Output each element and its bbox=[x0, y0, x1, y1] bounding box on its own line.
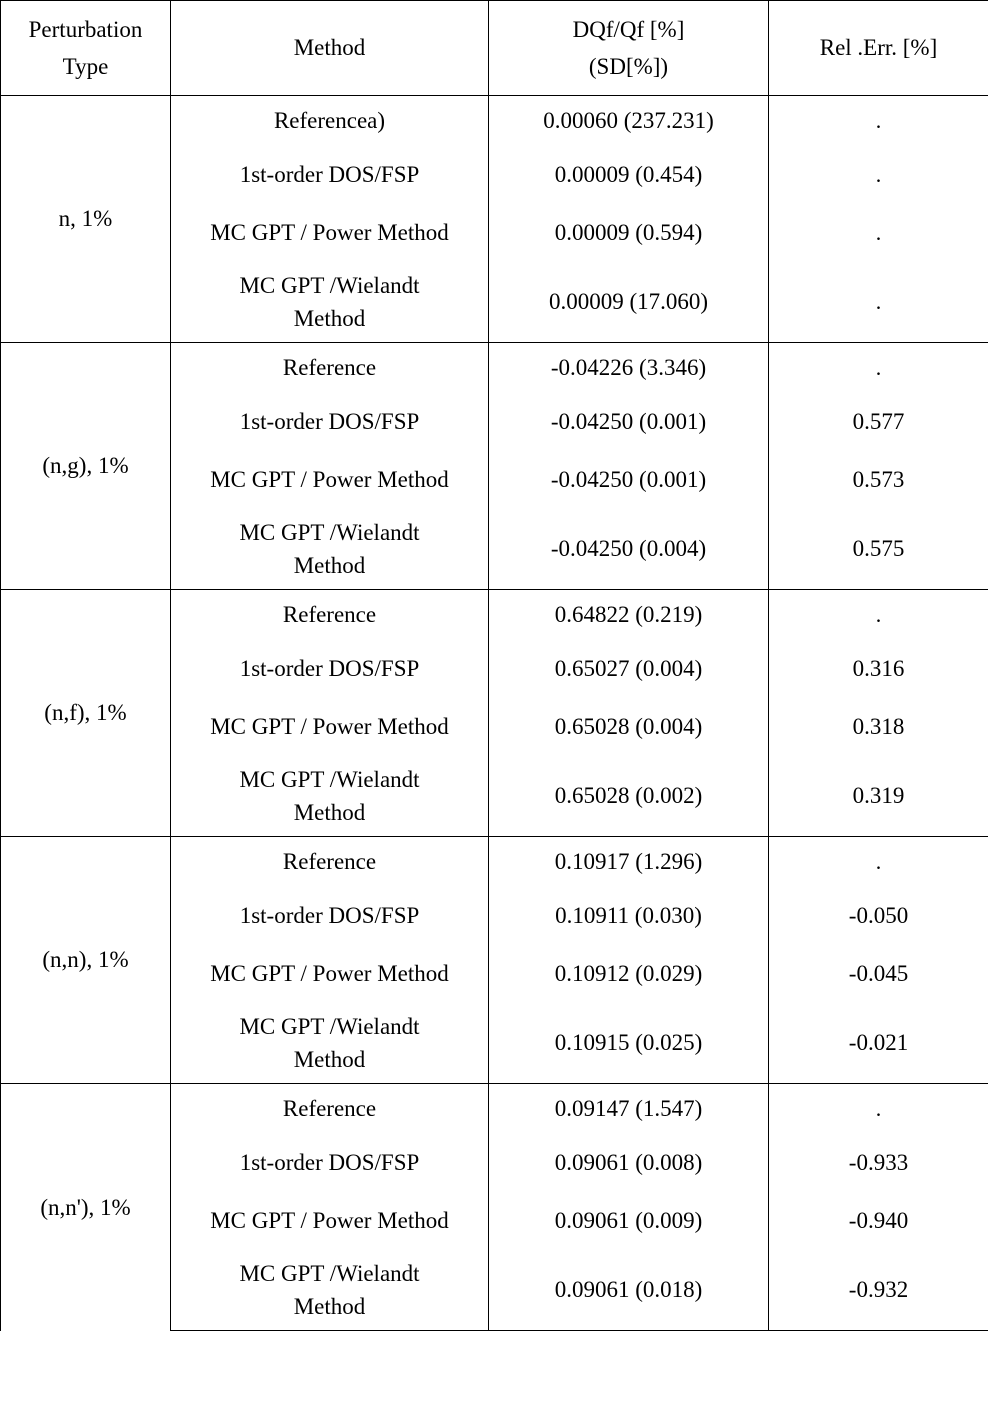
method-wielandt-line1: MC GPT /Wielandt bbox=[171, 1011, 488, 1042]
perturbation-cell: (n,g), 1% bbox=[1, 343, 171, 590]
method-cell: MC GPT /Wielandt Method bbox=[171, 262, 489, 343]
relerr-cell: -0.933 bbox=[769, 1134, 988, 1192]
relerr-cell: -0.940 bbox=[769, 1192, 988, 1250]
method-cell: MC GPT /Wielandt Method bbox=[171, 1003, 489, 1084]
method-wielandt-line2: Method bbox=[171, 1291, 488, 1322]
dq-cell: 0.65028 (0.002) bbox=[489, 756, 769, 837]
table-row: (n,f), 1% Reference 0.64822 (0.219) . bbox=[1, 590, 988, 641]
method-cell: MC GPT /Wielandt Method bbox=[171, 509, 489, 590]
table-row: (n,n), 1% Reference 0.10917 (1.296) . bbox=[1, 837, 988, 888]
results-table: Perturbation Type Method DQf/Qf [%] (SD[… bbox=[0, 0, 988, 1331]
method-cell: MC GPT / Power Method bbox=[171, 451, 489, 509]
dq-cell: 0.00009 (0.454) bbox=[489, 146, 769, 204]
method-cell: MC GPT / Power Method bbox=[171, 945, 489, 1003]
relerr-cell: . bbox=[769, 590, 988, 641]
dq-cell: 0.00009 (17.060) bbox=[489, 262, 769, 343]
dq-cell: 0.00060 (237.231) bbox=[489, 96, 769, 147]
dq-cell: 0.09061 (0.018) bbox=[489, 1250, 769, 1331]
method-cell: 1st-order DOS/FSP bbox=[171, 393, 489, 451]
method-wielandt-line1: MC GPT /Wielandt bbox=[171, 764, 488, 795]
method-cell: Reference bbox=[171, 1084, 489, 1135]
relerr-cell: . bbox=[769, 343, 988, 394]
method-cell: 1st-order DOS/FSP bbox=[171, 1134, 489, 1192]
header-dq-line1: DQf/Qf [%] bbox=[489, 14, 768, 45]
perturbation-cell: (n,n'), 1% bbox=[1, 1084, 171, 1331]
method-wielandt-line1: MC GPT /Wielandt bbox=[171, 1258, 488, 1289]
relerr-cell: -0.932 bbox=[769, 1250, 988, 1331]
dq-cell: -0.04250 (0.001) bbox=[489, 451, 769, 509]
method-cell: MC GPT / Power Method bbox=[171, 204, 489, 262]
method-cell: Reference bbox=[171, 590, 489, 641]
header-perturbation: Perturbation Type bbox=[1, 1, 171, 96]
dq-cell: -0.04250 (0.004) bbox=[489, 509, 769, 590]
header-perturbation-line1: Perturbation bbox=[1, 14, 170, 45]
dq-cell: 0.09061 (0.009) bbox=[489, 1192, 769, 1250]
perturbation-cell: (n,f), 1% bbox=[1, 590, 171, 837]
method-cell: MC GPT /Wielandt Method bbox=[171, 1250, 489, 1331]
method-cell: MC GPT / Power Method bbox=[171, 1192, 489, 1250]
dq-cell: 0.10911 (0.030) bbox=[489, 887, 769, 945]
relerr-cell: 0.573 bbox=[769, 451, 988, 509]
relerr-cell: . bbox=[769, 1084, 988, 1135]
relerr-cell: . bbox=[769, 837, 988, 888]
dq-cell: -0.04226 (3.346) bbox=[489, 343, 769, 394]
method-wielandt-line1: MC GPT /Wielandt bbox=[171, 517, 488, 548]
dq-cell: 0.09147 (1.547) bbox=[489, 1084, 769, 1135]
dq-cell: 0.65027 (0.004) bbox=[489, 640, 769, 698]
relerr-cell: -0.021 bbox=[769, 1003, 988, 1084]
method-wielandt-line2: Method bbox=[171, 303, 488, 334]
dq-cell: 0.10917 (1.296) bbox=[489, 837, 769, 888]
method-wielandt-line2: Method bbox=[171, 797, 488, 828]
perturbation-cell: (n,n), 1% bbox=[1, 837, 171, 1084]
method-cell: MC GPT /Wielandt Method bbox=[171, 756, 489, 837]
dq-cell: 0.09061 (0.008) bbox=[489, 1134, 769, 1192]
header-dq: DQf/Qf [%] (SD[%]) bbox=[489, 1, 769, 96]
method-cell: 1st-order DOS/FSP bbox=[171, 146, 489, 204]
method-cell: Reference bbox=[171, 837, 489, 888]
relerr-cell: 0.575 bbox=[769, 509, 988, 590]
relerr-cell: -0.050 bbox=[769, 887, 988, 945]
dq-cell: 0.00009 (0.594) bbox=[489, 204, 769, 262]
method-cell: Referencea) bbox=[171, 96, 489, 147]
method-cell: 1st-order DOS/FSP bbox=[171, 640, 489, 698]
relerr-cell: 0.316 bbox=[769, 640, 988, 698]
dq-cell: -0.04250 (0.001) bbox=[489, 393, 769, 451]
relerr-cell: 0.577 bbox=[769, 393, 988, 451]
perturbation-cell: n, 1% bbox=[1, 96, 171, 343]
table-row: n, 1% Referencea) 0.00060 (237.231) . bbox=[1, 96, 988, 147]
table-row: (n,g), 1% Reference -0.04226 (3.346) . bbox=[1, 343, 988, 394]
method-wielandt-line2: Method bbox=[171, 1044, 488, 1075]
method-cell: 1st-order DOS/FSP bbox=[171, 887, 489, 945]
relerr-cell: . bbox=[769, 96, 988, 147]
method-wielandt-line1: MC GPT /Wielandt bbox=[171, 270, 488, 301]
table-header-row: Perturbation Type Method DQf/Qf [%] (SD[… bbox=[1, 1, 988, 96]
relerr-cell: . bbox=[769, 146, 988, 204]
method-cell: MC GPT / Power Method bbox=[171, 698, 489, 756]
header-relerr: Rel .Err. [%] bbox=[769, 1, 988, 96]
header-dq-line2: (SD[%]) bbox=[489, 51, 768, 82]
relerr-cell: 0.319 bbox=[769, 756, 988, 837]
relerr-cell: 0.318 bbox=[769, 698, 988, 756]
header-method: Method bbox=[171, 1, 489, 96]
dq-cell: 0.10915 (0.025) bbox=[489, 1003, 769, 1084]
dq-cell: 0.65028 (0.004) bbox=[489, 698, 769, 756]
method-wielandt-line2: Method bbox=[171, 550, 488, 581]
relerr-cell: -0.045 bbox=[769, 945, 988, 1003]
dq-cell: 0.10912 (0.029) bbox=[489, 945, 769, 1003]
method-cell: Reference bbox=[171, 343, 489, 394]
relerr-cell: . bbox=[769, 204, 988, 262]
table-row: (n,n'), 1% Reference 0.09147 (1.547) . bbox=[1, 1084, 988, 1135]
relerr-cell: . bbox=[769, 262, 988, 343]
dq-cell: 0.64822 (0.219) bbox=[489, 590, 769, 641]
header-perturbation-line2: Type bbox=[1, 51, 170, 82]
